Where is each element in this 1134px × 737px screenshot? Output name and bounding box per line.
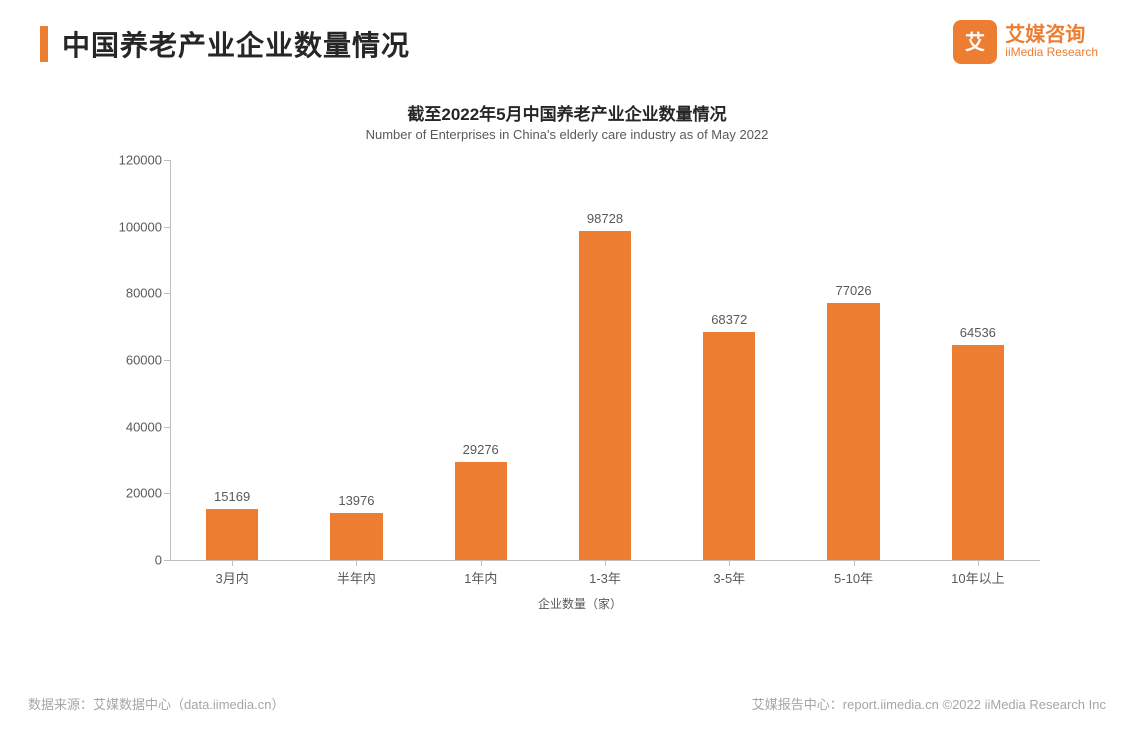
chart-title-en: Number of Enterprises in China's elderly… <box>0 127 1134 142</box>
page-title: 中国养老产业企业数量情况 <box>62 24 410 64</box>
x-tick-mark <box>481 560 482 566</box>
y-tick-label: 80000 <box>100 286 162 301</box>
y-tick-mark <box>164 560 170 561</box>
bar: 64536 <box>952 345 1004 560</box>
header: 中国养老产业企业数量情况 <box>40 24 410 64</box>
x-category-label: 半年内 <box>337 568 376 587</box>
bar: 77026 <box>827 303 879 560</box>
x-tick-mark <box>356 560 357 566</box>
bar: 13976 <box>330 513 382 560</box>
x-category-label: 3-5年 <box>713 568 745 587</box>
x-category-label: 3月内 <box>216 568 249 587</box>
data-source-text: 数据来源：艾媒数据中心（data.iimedia.cn） <box>28 694 284 713</box>
logo-glyph-icon: 艾 <box>960 27 990 57</box>
y-tick-mark <box>164 360 170 361</box>
logo-name-cn: 艾媒咨询 <box>1005 24 1098 46</box>
y-tick-label: 0 <box>100 553 162 568</box>
bar-value-label: 29276 <box>455 442 507 457</box>
y-tick-label: 60000 <box>100 353 162 368</box>
bar-value-label: 68372 <box>703 312 755 327</box>
x-axis-title: 企业数量（家） <box>100 595 1060 612</box>
bar: 98728 <box>579 231 631 560</box>
x-tick-mark <box>854 560 855 566</box>
footer-right-text: 艾媒报告中心：report.iimedia.cn ©2022 iiMedia R… <box>752 694 1106 713</box>
svg-text:艾: 艾 <box>965 31 985 54</box>
x-tick-mark <box>605 560 606 566</box>
bar-value-label: 13976 <box>330 493 382 508</box>
bar-value-label: 15169 <box>206 489 258 504</box>
logo-name-en: iiMedia Research <box>1005 46 1098 59</box>
logo-text: 艾媒咨询 iiMedia Research <box>1005 24 1098 59</box>
y-tick-label: 40000 <box>100 419 162 434</box>
logo-mark-icon: 艾 <box>953 20 997 64</box>
bar-value-label: 64536 <box>952 325 1004 340</box>
chart-title: 截至2022年5月中国养老产业企业数量情况 Number of Enterpri… <box>0 100 1134 142</box>
x-category-label: 1-3年 <box>589 568 621 587</box>
bar-value-label: 98728 <box>579 211 631 226</box>
bar-value-label: 77026 <box>827 283 879 298</box>
y-tick-mark <box>164 227 170 228</box>
x-tick-mark <box>232 560 233 566</box>
y-tick-label: 120000 <box>100 153 162 168</box>
y-tick-mark <box>164 493 170 494</box>
title-accent-bar <box>40 26 48 62</box>
y-tick-mark <box>164 160 170 161</box>
bar: 68372 <box>703 332 755 560</box>
x-category-label: 1年内 <box>464 568 497 587</box>
bar: 15169 <box>206 509 258 560</box>
x-category-label: 10年以上 <box>951 568 1004 587</box>
y-tick-label: 100000 <box>100 219 162 234</box>
plot-area: 15169 13976 29276 98728 68372 77026 64536 <box>170 160 1040 560</box>
y-tick-mark <box>164 427 170 428</box>
bar: 29276 <box>455 462 507 560</box>
y-tick-mark <box>164 293 170 294</box>
brand-logo: 艾 艾媒咨询 iiMedia Research <box>953 20 1098 64</box>
bar-chart: 15169 13976 29276 98728 68372 77026 64536 0 200… <box>100 150 1060 630</box>
x-tick-mark <box>978 560 979 566</box>
x-tick-mark <box>729 560 730 566</box>
x-category-label: 5-10年 <box>834 568 873 587</box>
chart-title-cn: 截至2022年5月中国养老产业企业数量情况 <box>0 100 1134 125</box>
y-tick-label: 20000 <box>100 486 162 501</box>
